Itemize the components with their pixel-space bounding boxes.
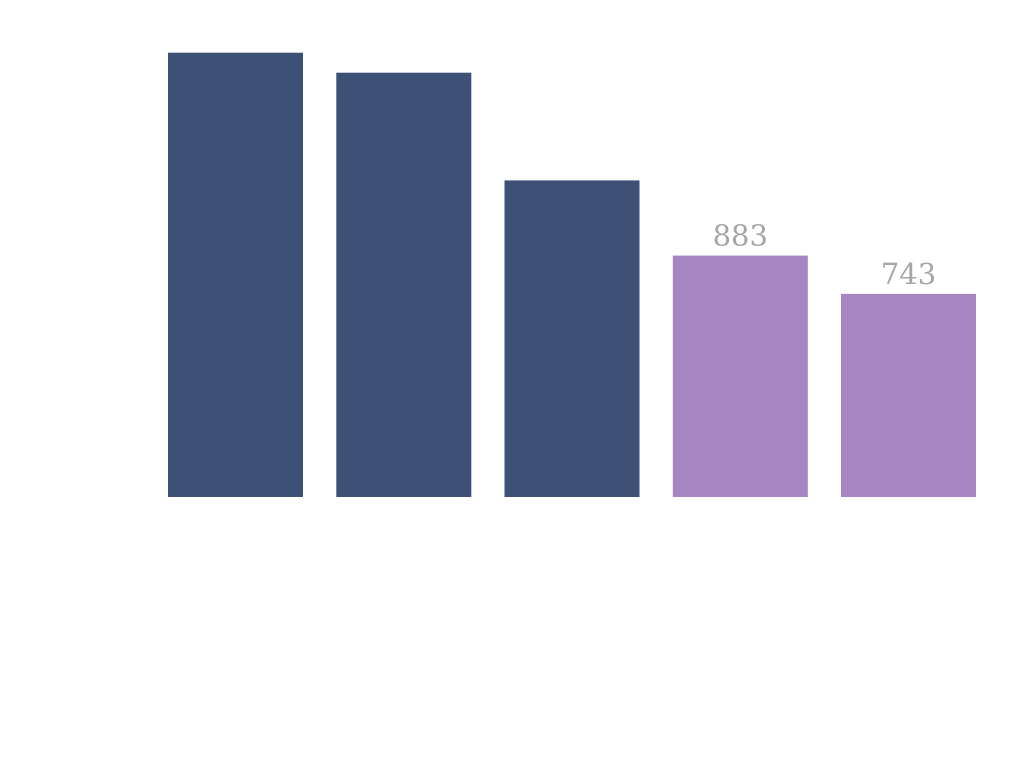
bar-3	[504, 180, 640, 497]
bar-1	[168, 52, 303, 497]
bar-5	[841, 293, 976, 497]
bar-2	[336, 72, 472, 497]
bar-5-value-label: 743	[881, 257, 936, 291]
bar-4	[672, 255, 808, 497]
bar-4-value-label: 883	[713, 219, 768, 253]
bars-group	[168, 52, 976, 497]
data-labels-group: 883 743	[713, 219, 937, 291]
